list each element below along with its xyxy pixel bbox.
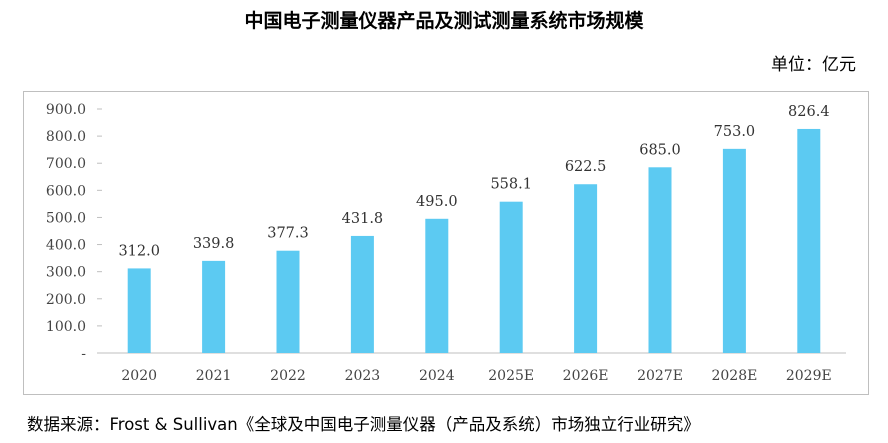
y-tick-label: 300.0	[46, 265, 86, 281]
x-tick-label: 2026E	[563, 368, 609, 384]
y-tick-label: 700.0	[46, 156, 86, 172]
data-label: 339.8	[193, 236, 235, 252]
x-tick-label: 2027E	[637, 368, 683, 384]
x-tick-label: 2022	[270, 368, 306, 384]
x-tick-label: 2021	[196, 368, 232, 384]
unit-label: 单位：亿元	[771, 55, 856, 75]
x-tick-label: 2028E	[711, 368, 757, 384]
y-tick-label: 400.0	[46, 238, 86, 254]
chart-title: 中国电子测量仪器产品及测试测量系统市场规模	[244, 10, 644, 32]
y-tick-label: 800.0	[46, 129, 86, 145]
bar	[648, 167, 672, 353]
x-tick-label: 2025E	[488, 368, 534, 384]
chart-frame	[23, 91, 869, 395]
data-label: 558.1	[490, 177, 532, 193]
data-source-note: 数据来源：Frost & Sullivan《全球及中国电子测量仪器（产品及系统）…	[27, 415, 700, 434]
y-tick-label: 500.0	[46, 210, 86, 226]
y-tick-label: 600.0	[46, 183, 86, 199]
x-tick-label: 2029E	[786, 368, 832, 384]
bar	[276, 250, 300, 353]
data-label: 431.8	[342, 211, 384, 227]
y-tick-label: 900.0	[46, 102, 86, 118]
bar	[797, 128, 821, 353]
x-tick-label: 2024	[419, 368, 455, 384]
bar-chart: - 100.0 200.0 300.0 400.0 500.0 600.0 700.0 800.…	[46, 102, 846, 384]
x-tick-label: 2020	[121, 368, 157, 384]
bar	[499, 201, 523, 353]
data-label: 685.0	[639, 142, 681, 158]
bar	[350, 235, 374, 353]
data-label: 377.3	[267, 226, 309, 242]
y-tick-label: 200.0	[46, 292, 86, 308]
x-tick-label: 2023	[345, 368, 381, 384]
data-label: 826.4	[788, 104, 830, 120]
y-tick-label: 100.0	[46, 319, 86, 335]
data-label: 495.0	[416, 194, 458, 210]
bar	[127, 268, 151, 353]
data-label: 312.0	[118, 243, 160, 259]
bar	[574, 184, 598, 353]
bar	[722, 148, 746, 353]
bar	[202, 260, 226, 353]
data-label: 753.0	[714, 124, 756, 140]
y-tick-label: -	[81, 346, 86, 362]
bar	[425, 218, 449, 353]
data-label: 622.5	[565, 159, 607, 175]
